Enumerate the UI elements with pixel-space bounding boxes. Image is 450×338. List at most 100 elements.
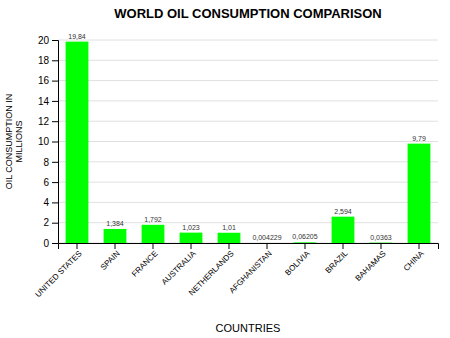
title: WORLD OIL CONSUMPTION COMPARISON <box>114 6 381 21</box>
tick-mark <box>419 243 420 249</box>
tick: 8 <box>43 157 58 168</box>
tick-label: 8 <box>43 157 49 168</box>
tick: AFGHANISTAN <box>227 243 273 295</box>
data-label: 9,79 <box>412 135 426 142</box>
tick: 0 <box>43 238 58 249</box>
tick: 4 <box>43 197 58 208</box>
bar <box>256 242 279 243</box>
data-labels: 19,84 1,384 1,792 1,023 1,01 0,004229 0,06205 2… <box>68 33 426 241</box>
grid-line <box>58 141 438 142</box>
data-label: 19,84 <box>68 33 86 40</box>
tick: 10 <box>38 136 58 147</box>
grid-line <box>58 100 438 101</box>
tick: AUSTRALIA <box>160 243 198 287</box>
bar <box>408 144 431 243</box>
tick-mark <box>305 243 306 249</box>
tick-mark <box>191 243 192 249</box>
tick-mark <box>153 243 154 249</box>
data-label: 2,594 <box>334 208 352 215</box>
tick-label: FRANCE <box>130 249 160 279</box>
tick: BOLIVIA <box>283 243 312 277</box>
tick-label: BOLIVIA <box>283 248 312 277</box>
tick-label: 12 <box>38 116 50 127</box>
tick-label: 18 <box>38 55 50 66</box>
tick: FRANCE <box>130 243 160 279</box>
tick-label: 16 <box>38 75 50 86</box>
tick-mark <box>52 60 58 61</box>
tick-mark <box>52 40 58 41</box>
tick: 14 <box>38 96 58 107</box>
data-label: 0,0363 <box>370 234 392 241</box>
tick-label: 0 <box>43 238 49 249</box>
tick-label: 4 <box>43 197 49 208</box>
tick-mark <box>52 101 58 102</box>
data-label: 1,023 <box>182 224 200 231</box>
grid-line <box>58 182 438 183</box>
bar <box>332 217 355 243</box>
bar <box>370 242 393 243</box>
grid-line <box>58 80 438 81</box>
tick: 18 <box>38 55 58 66</box>
tick: BRAZIL <box>323 243 350 275</box>
tick-label: UNITED STATES <box>33 249 83 299</box>
data-label: 0,06205 <box>292 233 317 240</box>
tick-label: 2 <box>43 217 49 228</box>
tick-label: 10 <box>38 136 50 147</box>
grid-line <box>58 202 438 203</box>
x-axis: UNITED STATESSPAINFRANCEAUSTRALIANETHERL… <box>33 243 438 299</box>
tick-mark <box>52 162 58 163</box>
tick-mark <box>77 243 78 249</box>
bars <box>66 42 431 243</box>
tick-mark <box>52 142 58 143</box>
tick: 12 <box>38 116 58 127</box>
tick: 16 <box>38 75 58 86</box>
bar <box>180 233 203 243</box>
tick-label: 6 <box>43 177 49 188</box>
axis-line <box>59 244 439 250</box>
tick-mark <box>115 243 116 249</box>
y-axis-label: OIL CONSUMPTION INMILLIONS <box>4 94 24 190</box>
tick-label: CHINA <box>402 248 426 272</box>
data-label: 1,384 <box>106 220 124 227</box>
plot-area: 0 2 4 6 8 10 12 14 16 18 20 UNITED STATES SPAIN FRANC… <box>33 33 438 299</box>
bar <box>104 229 127 243</box>
data-label: 1,01 <box>222 224 236 231</box>
tick-label: BRAZIL <box>323 249 350 276</box>
tick-label: SPAIN <box>99 249 122 272</box>
bar <box>142 225 165 243</box>
y-axis: 0 2 4 6 8 10 12 14 16 18 20 <box>38 35 59 249</box>
y-axis-label-line: MILLIONS <box>14 120 24 162</box>
tick-label: AFGHANISTAN <box>227 249 273 295</box>
data-label: 0,004229 <box>252 234 281 241</box>
tick-mark <box>229 243 230 249</box>
grid-line <box>58 121 438 122</box>
tick: 20 <box>38 35 58 46</box>
tick: CHINA <box>402 243 426 273</box>
tick-label: AUSTRALIA <box>160 248 198 286</box>
grid <box>58 40 438 243</box>
tick-label: 20 <box>38 35 50 46</box>
grid-line <box>58 40 438 41</box>
tick-mark <box>52 182 58 183</box>
tick: 6 <box>43 177 58 188</box>
tick-mark <box>52 223 58 224</box>
grid-line <box>58 161 438 162</box>
tick-label: BAHAMAS <box>354 249 388 283</box>
tick-mark <box>52 121 58 122</box>
tick: 2 <box>43 217 58 228</box>
grid-line <box>58 60 438 61</box>
tick: SPAIN <box>99 243 122 272</box>
data-label: 1,792 <box>144 216 162 223</box>
tick: BAHAMAS <box>354 243 388 283</box>
tick-mark <box>52 81 58 82</box>
tick-label: 14 <box>38 96 50 107</box>
chart: 0 2 4 6 8 10 12 14 16 18 20 UNITED STATES SPAIN FRANC… <box>0 0 450 338</box>
bar <box>294 242 317 243</box>
bar <box>66 42 89 243</box>
tick-mark <box>343 243 344 249</box>
tick-mark <box>267 243 268 249</box>
tick-mark <box>52 202 58 203</box>
axis-line <box>52 41 59 244</box>
y-axis-label-line: OIL CONSUMPTION IN <box>4 94 14 190</box>
x-axis-label: COUNTRIES <box>216 322 281 334</box>
